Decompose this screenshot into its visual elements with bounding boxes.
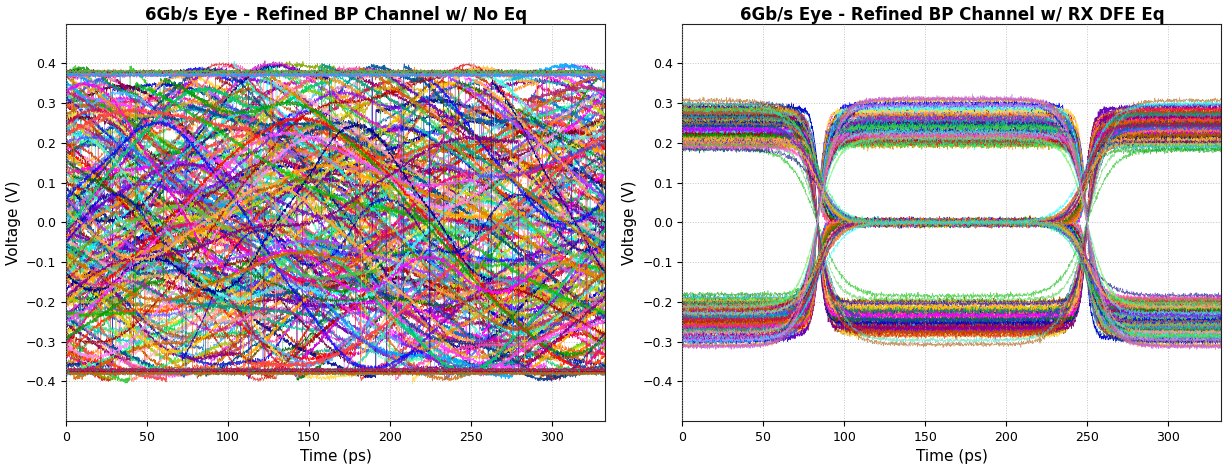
X-axis label: Time (ps): Time (ps) [917, 449, 988, 464]
Title: 6Gb/s Eye - Refined BP Channel w/ No Eq: 6Gb/s Eye - Refined BP Channel w/ No Eq [145, 6, 526, 24]
X-axis label: Time (ps): Time (ps) [299, 449, 372, 464]
Y-axis label: Voltage (V): Voltage (V) [6, 180, 21, 265]
Y-axis label: Voltage (V): Voltage (V) [622, 180, 637, 265]
Title: 6Gb/s Eye - Refined BP Channel w/ RX DFE Eq: 6Gb/s Eye - Refined BP Channel w/ RX DFE… [740, 6, 1164, 24]
